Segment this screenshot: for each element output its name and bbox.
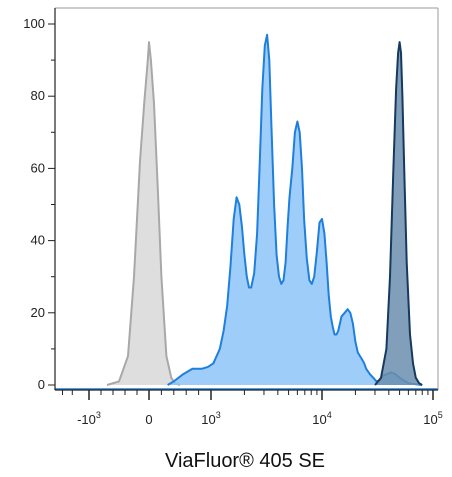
x-tick-label-3: 104 <box>312 410 331 427</box>
x-tick-label-1: 0 <box>145 412 152 427</box>
y-tick-label-80: 80 <box>31 88 45 103</box>
y-tick-label-60: 60 <box>31 160 45 175</box>
x-tick-label-4: 105 <box>423 410 442 427</box>
series-1-area <box>167 34 423 386</box>
series-0-line <box>106 41 181 386</box>
series-2-area <box>375 42 423 385</box>
y-tick-label-20: 20 <box>31 305 45 320</box>
y-tick-label-40: 40 <box>31 233 45 248</box>
axes-layer: 0 20 40 60 80 100 -103 0 103 104 105 <box>23 7 443 427</box>
y-tick-label-100: 100 <box>23 16 45 31</box>
x-tick-label-2: 103 <box>201 410 220 427</box>
y-tick-label-0: 0 <box>38 377 45 392</box>
x-tick-label-0: -103 <box>77 410 101 427</box>
series-0-area <box>107 42 180 385</box>
series-2-line <box>374 41 423 386</box>
series-1-line <box>167 33 423 386</box>
x-axis-label: ViaFluor® 405 SE <box>165 450 325 472</box>
series-layer <box>55 33 438 390</box>
